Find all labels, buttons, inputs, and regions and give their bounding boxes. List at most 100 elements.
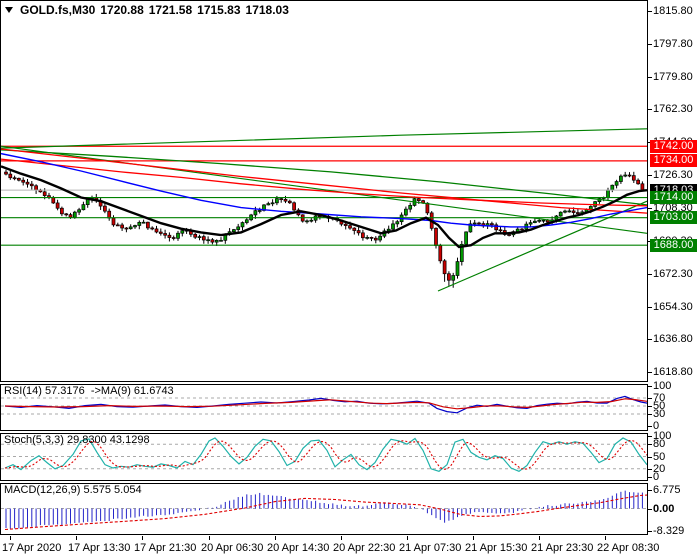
rsi-axis-tick xyxy=(648,386,652,387)
time-axis-tick xyxy=(209,536,210,540)
candle-body xyxy=(576,212,580,215)
candlestick-chart xyxy=(1,128,647,292)
candle-body xyxy=(455,261,460,276)
candle-body xyxy=(167,234,172,238)
candle-body xyxy=(408,205,413,210)
candle-body xyxy=(201,236,206,241)
ohlc-close: 1718.03 xyxy=(245,3,289,17)
candle-body xyxy=(636,179,640,185)
rsi-axis-label: 50 xyxy=(653,400,666,412)
price-axis-label: 1779.80 xyxy=(653,70,693,83)
macd-signal-line xyxy=(4,494,647,531)
main-chart-panel xyxy=(0,0,648,382)
rsi-axis-label: 70 xyxy=(653,392,666,404)
candle-body xyxy=(141,221,146,224)
candle-body xyxy=(343,223,348,226)
candle-body xyxy=(163,233,167,236)
time-axis-tick xyxy=(142,536,143,540)
price-axis-label: 1672.30 xyxy=(653,267,693,280)
rsi-ma-line xyxy=(4,398,647,410)
price-badge: 1742.00 xyxy=(650,139,697,153)
time-axis-tick xyxy=(341,536,342,540)
time-axis-tick xyxy=(10,536,11,540)
candle-body xyxy=(631,175,636,181)
price-axis-tick xyxy=(648,175,652,176)
candle-body xyxy=(29,183,34,187)
candle-body xyxy=(206,239,210,242)
candle-body xyxy=(111,217,116,226)
candle-body xyxy=(378,235,382,241)
price-axis-label: 1654.30 xyxy=(653,300,693,313)
candle-body xyxy=(451,275,456,281)
time-axis-tick xyxy=(76,536,77,540)
candle-body xyxy=(623,174,628,177)
candle-body xyxy=(115,224,120,227)
rsi-axis-label: 100 xyxy=(653,380,672,392)
candle-body xyxy=(438,245,443,262)
candle-body xyxy=(309,219,314,222)
candle-body xyxy=(533,220,537,223)
time-axis-label: 20 Apr 06:30 xyxy=(201,542,264,554)
candle-body xyxy=(348,225,352,229)
candle-body xyxy=(146,221,150,229)
candle-body xyxy=(404,208,408,216)
stoch-axis-label: 100 xyxy=(653,430,672,442)
candle-body xyxy=(537,219,542,222)
candle-body xyxy=(614,181,619,186)
price-axis-label: 1708.30 xyxy=(653,201,693,214)
candle-body xyxy=(107,210,112,219)
candle-body xyxy=(42,191,47,196)
candle-body xyxy=(425,202,430,214)
rsi-axis-label: 0 xyxy=(653,420,660,432)
candle-body xyxy=(266,203,271,206)
candle-body xyxy=(270,202,275,205)
candle-body xyxy=(365,237,370,239)
candle-body xyxy=(275,198,279,204)
candle-body xyxy=(464,231,468,245)
stochastic-panel xyxy=(0,433,648,481)
candle-body xyxy=(72,211,77,218)
candle-body xyxy=(236,226,241,230)
price-axis-tick xyxy=(648,273,652,275)
stochastic-label: Stoch(5,3,3) 29.8300 43.1298 xyxy=(4,434,150,446)
time-axis-label: 21 Apr 23:30 xyxy=(531,542,594,554)
candle-body xyxy=(12,177,17,180)
price-axis-label: 1726.30 xyxy=(653,169,693,181)
candle-body xyxy=(567,210,572,213)
stoch-d-line xyxy=(4,439,647,470)
rsi-axis-tick xyxy=(648,406,652,407)
time-axis-label: 21 Apr 07:30 xyxy=(399,542,462,554)
time-axis-label: 17 Apr 2020 xyxy=(2,542,62,554)
time-axis-tick xyxy=(275,536,276,540)
time-axis-label: 17 Apr 21:30 xyxy=(134,542,197,554)
candle-body xyxy=(520,228,524,231)
rsi-chart xyxy=(1,395,647,415)
candle-body xyxy=(459,243,464,262)
candle-body xyxy=(528,222,533,225)
candle-body xyxy=(77,209,81,213)
candle-body xyxy=(51,197,56,204)
candle-body xyxy=(477,222,481,225)
trendline-rising-long xyxy=(1,128,647,149)
stoch-k-line xyxy=(4,437,647,472)
candle-body xyxy=(257,210,262,212)
candle-body xyxy=(253,210,258,216)
time-axis-label: 22 Apr 08:30 xyxy=(597,542,660,554)
rsi-axis-tick xyxy=(648,398,652,399)
candle-body xyxy=(244,219,249,223)
candle-body xyxy=(416,198,421,201)
candle-body xyxy=(283,199,288,202)
price-axis-tick xyxy=(648,43,652,45)
candle-body xyxy=(305,220,309,223)
price-axis-tick xyxy=(648,306,652,308)
candle-body xyxy=(571,210,576,213)
symbol-dropdown-icon[interactable] xyxy=(5,7,13,13)
candle-body xyxy=(154,228,159,233)
candle-body xyxy=(447,273,451,281)
candle-body xyxy=(395,221,400,225)
candle-body xyxy=(287,200,292,204)
candle-body xyxy=(120,224,124,229)
trendline-rising-from-low xyxy=(437,200,647,292)
price-axis-tick xyxy=(648,372,652,373)
